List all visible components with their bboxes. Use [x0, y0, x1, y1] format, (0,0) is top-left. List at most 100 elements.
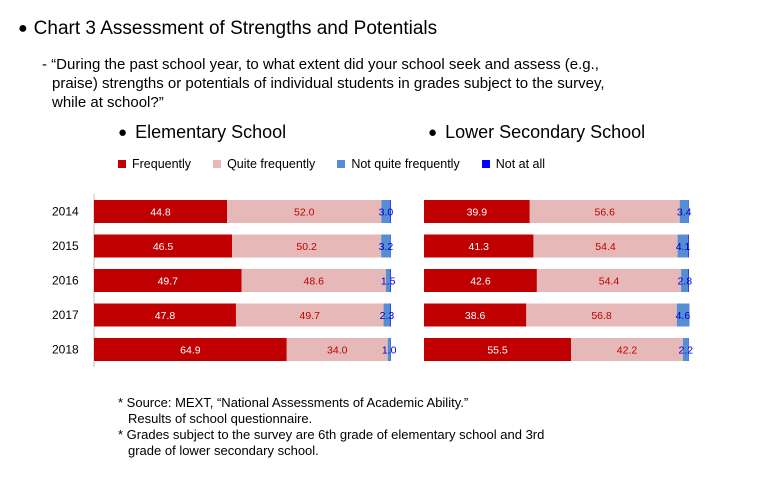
data-label: 54.4 [595, 241, 616, 253]
bar-segment-quite-frequently [227, 200, 382, 223]
bar-segment-not-quite-frequently [677, 234, 689, 258]
category-label: 2014 [52, 205, 79, 219]
question-line: - “During the past school year, to what … [42, 56, 599, 73]
bar-segment-not-at-all [390, 200, 391, 223]
bar-segment-quite-frequently [529, 200, 680, 223]
data-label: 42.6 [470, 276, 491, 288]
bar-segment-quite-frequently [286, 338, 388, 361]
bar-segment-quite-frequently [526, 303, 677, 327]
bar-segment-quite-frequently [533, 234, 678, 258]
data-label: 49.7 [158, 276, 179, 288]
data-label: 56.8 [591, 310, 612, 322]
legend-swatch [337, 160, 346, 168]
bar-segment-quite-frequently [235, 303, 384, 327]
bar-segment-not-quite-frequently [381, 234, 391, 258]
data-label: 1.5 [381, 276, 396, 288]
bar-segment-quite-frequently [571, 338, 683, 361]
bullet-icon: ● [18, 20, 28, 37]
bar-segment-not-quite-frequently [385, 269, 391, 292]
data-label: 44.8 [150, 207, 171, 219]
legend-label: Frequently [132, 157, 192, 171]
bar-segment-frequently [94, 234, 233, 258]
bar-segment-frequently [424, 269, 537, 292]
data-label: 42.2 [617, 345, 638, 357]
data-label: 41.3 [469, 241, 490, 253]
bar-segment-not-quite-frequently [682, 338, 689, 361]
legend-label: Quite frequently [227, 157, 316, 171]
legend-item-frequently: Frequently [118, 157, 191, 171]
data-label: 47.8 [155, 310, 176, 322]
data-label: 64.9 [180, 345, 201, 357]
data-label: 2.8 [677, 276, 692, 288]
data-label: 1.0 [382, 345, 397, 357]
data-label: 54.4 [599, 276, 620, 288]
question-line: while at school?” [52, 94, 164, 111]
data-label: 39.9 [467, 207, 488, 219]
data-label: 4.6 [676, 310, 691, 322]
bar-segment-quite-frequently [232, 234, 382, 258]
data-label: 2.3 [380, 310, 395, 322]
data-label: 34.0 [327, 345, 348, 357]
legend-swatch [213, 160, 222, 168]
data-label: 50.2 [296, 241, 317, 253]
category-label: 2017 [52, 308, 79, 322]
bullet-icon: ● [428, 124, 438, 141]
bar-segment-frequently [94, 303, 236, 327]
footnote-line: * Source: MEXT, “National Assessments of… [118, 395, 469, 410]
chart-title: ● Chart 3 Assessment of Strengths and Po… [18, 18, 437, 40]
data-label: 38.6 [465, 310, 486, 322]
bar-segment-not-quite-frequently [383, 303, 391, 327]
footnotes: * Source: MEXT, “National Assessments of… [118, 395, 544, 459]
data-label: 49.7 [300, 310, 321, 322]
data-label: 55.5 [487, 345, 508, 357]
data-label: 4.1 [676, 241, 691, 253]
data-label: 46.5 [153, 241, 174, 253]
bar-segment-not-quite-frequently [681, 269, 689, 292]
bar-segment-not-quite-frequently [676, 303, 689, 327]
bar-segment-frequently [424, 303, 527, 327]
category-label: 2018 [52, 343, 79, 357]
category-label: 2016 [52, 274, 79, 288]
panel-title-text: Elementary School [135, 122, 287, 142]
legend-label: Not quite frequently [351, 157, 460, 171]
bar-segment-frequently [94, 338, 287, 361]
survey-question: - “During the past school year, to what … [42, 55, 742, 112]
legend-item-not-quite-frequently: Not quite frequently [337, 157, 460, 171]
bar-segment-not-at-all [390, 303, 391, 327]
legend-swatch [481, 160, 490, 168]
bar-segment-frequently [94, 200, 228, 223]
legend: Frequently Quite frequently Not quite fr… [118, 157, 567, 171]
bar-segment-not-quite-frequently [679, 200, 689, 223]
footnote-line: grade of lower secondary school. [128, 443, 319, 458]
footnote-line: * Grades subject to the survey are 6th g… [118, 427, 545, 442]
bar-segment-not-quite-frequently [387, 338, 391, 361]
category-label: 2015 [52, 239, 79, 253]
bullet-icon: ● [118, 124, 128, 141]
bar-segment-frequently [424, 234, 534, 258]
bar-segment-frequently [94, 269, 242, 292]
bar-segment-frequently [424, 200, 530, 223]
panel-title-lower-secondary: ● Lower Secondary School [428, 122, 645, 143]
bar-segment-frequently [424, 338, 572, 361]
footnote-line: Results of school questionnaire. [128, 411, 313, 426]
chart-title-text: Chart 3 Assessment of Strengths and Pote… [33, 18, 438, 39]
panel-title-text: Lower Secondary School [445, 122, 646, 142]
data-label: 56.6 [595, 207, 616, 219]
data-label: 48.6 [304, 276, 325, 288]
bar-segment-quite-frequently [241, 269, 386, 292]
bar-segment-not-quite-frequently [381, 200, 391, 223]
data-label: 2.2 [679, 345, 694, 357]
data-label: 3.0 [379, 207, 394, 219]
bar-segment-not-at-all [688, 269, 689, 292]
legend-swatch [118, 160, 126, 168]
data-label: 3.4 [677, 207, 692, 219]
legend-label: Not at all [495, 157, 546, 171]
legend-item-not-at-all: Not at all [481, 157, 546, 171]
bar-segment-not-at-all [390, 269, 391, 292]
data-label: 52.0 [294, 207, 315, 219]
legend-item-quite-frequently: Quite frequently [213, 157, 315, 171]
question-line: praise) strengths or potentials of indiv… [52, 75, 605, 92]
bar-segment-not-at-all [688, 234, 689, 258]
panel-title-elementary: ● Elementary School [118, 122, 286, 143]
